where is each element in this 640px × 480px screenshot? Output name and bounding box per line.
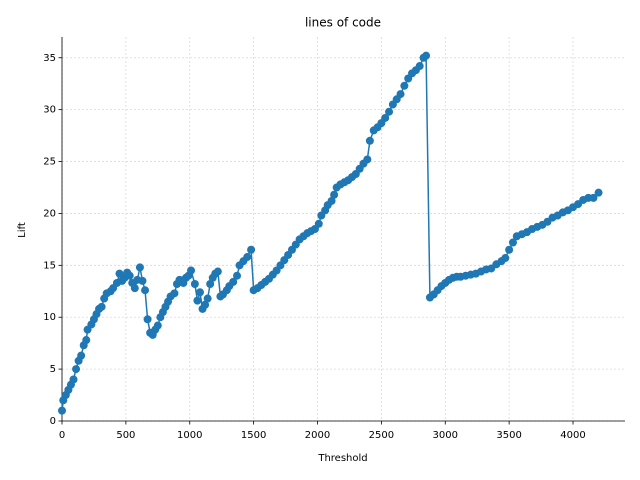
marker	[153, 321, 162, 330]
marker	[505, 245, 514, 254]
marker	[415, 62, 424, 71]
marker	[243, 253, 252, 262]
marker	[97, 302, 106, 311]
marker	[363, 155, 372, 164]
marker	[195, 288, 204, 297]
marker	[58, 406, 66, 415]
marker	[203, 294, 212, 303]
y-tick-label: 35	[43, 53, 56, 64]
y-tick-label: 30	[43, 105, 56, 116]
marker	[193, 296, 202, 305]
marker	[135, 263, 144, 272]
marker	[138, 276, 147, 285]
marker	[233, 271, 242, 280]
chart-title: lines of code	[305, 16, 381, 30]
marker	[69, 375, 78, 384]
marker	[201, 300, 210, 309]
x-tick-label: 2500	[369, 430, 394, 441]
y-tick-label: 0	[50, 416, 56, 427]
marker	[330, 190, 339, 199]
x-tick-label: 1500	[241, 430, 266, 441]
y-tick-label: 10	[43, 312, 56, 323]
marker	[396, 90, 405, 99]
marker	[130, 284, 139, 293]
y-tick-label: 20	[43, 208, 56, 219]
marker	[190, 280, 199, 289]
x-tick-label: 500	[116, 430, 135, 441]
x-tick-label: 2000	[305, 430, 330, 441]
marker	[143, 315, 152, 324]
y-tick-label: 5	[50, 364, 56, 375]
marker	[594, 188, 603, 197]
marker	[206, 280, 215, 289]
marker	[229, 277, 238, 286]
marker	[82, 336, 91, 345]
x-axis-label: Threshold	[317, 453, 367, 464]
marker	[400, 81, 409, 90]
marker	[365, 136, 374, 145]
x-tick-label: 3500	[496, 430, 521, 441]
marker	[501, 254, 510, 263]
marker	[213, 267, 222, 276]
y-axis-label: Lift	[17, 222, 28, 238]
y-tick-label: 15	[43, 260, 56, 271]
marker	[327, 196, 336, 205]
marker	[72, 365, 81, 374]
marker	[125, 271, 134, 280]
marker	[77, 351, 86, 360]
marker	[385, 107, 394, 116]
x-tick-label: 4000	[560, 430, 585, 441]
marker	[247, 245, 256, 254]
y-tick-label: 25	[43, 157, 56, 168]
marker	[141, 286, 150, 295]
x-tick-label: 1000	[177, 430, 202, 441]
marker	[314, 219, 323, 228]
marker	[589, 193, 598, 202]
marker	[187, 266, 196, 275]
marker	[381, 113, 390, 122]
marker	[170, 289, 179, 298]
marker	[508, 238, 517, 247]
x-tick-label: 0	[59, 430, 65, 441]
marker	[422, 51, 431, 60]
x-tick-label: 3000	[433, 430, 458, 441]
